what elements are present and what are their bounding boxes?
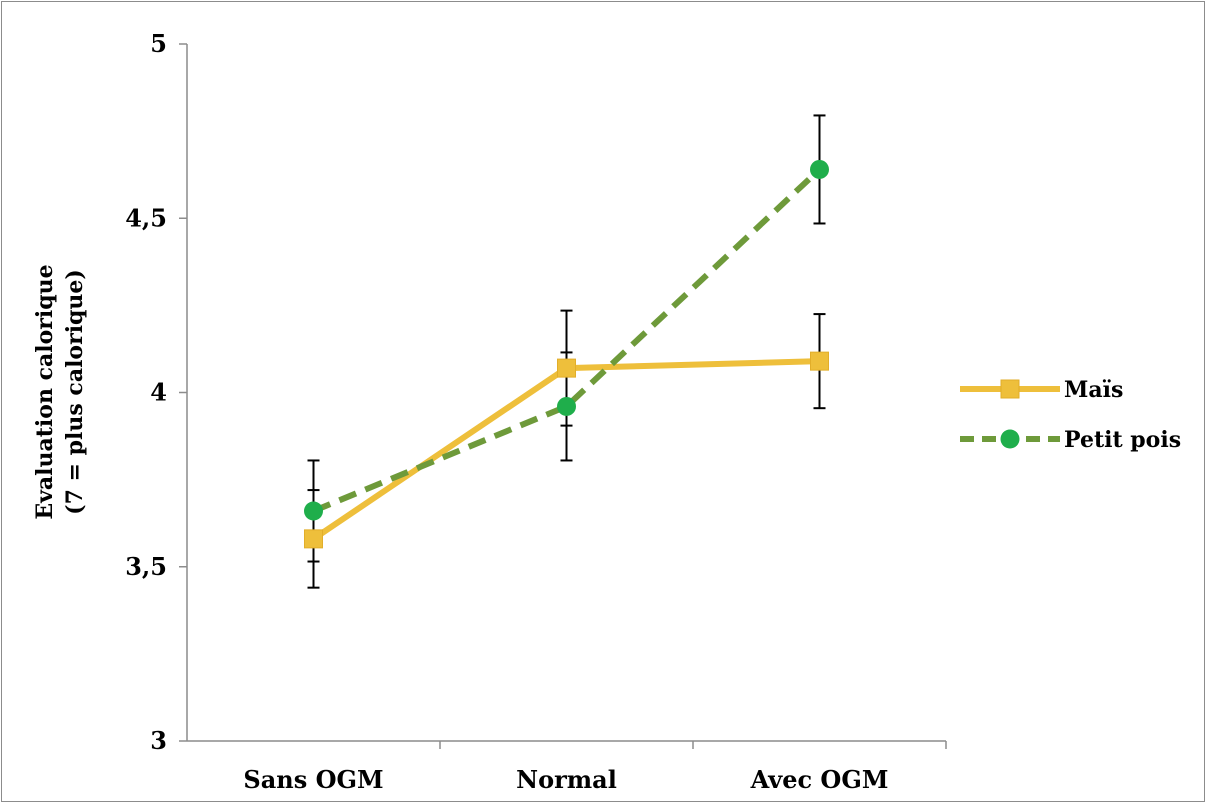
y-axis-title-line2: (7 = plus calorique) (62, 269, 88, 515)
y-tick-label: 3,5 (125, 552, 167, 581)
y-axis-title-line1: Evaluation calorique (32, 264, 58, 519)
markers-mais (304, 351, 829, 549)
y-ticks: 3 3,5 4 4,5 5 (125, 29, 187, 755)
legend-label: Maïs (1064, 377, 1123, 403)
data-point-square (304, 529, 323, 549)
legend-marker-circle (1000, 429, 1020, 449)
x-tick-label: Normal (516, 765, 617, 794)
series-petit-pois (312, 167, 822, 514)
y-tick-label: 4,5 (125, 203, 167, 232)
data-point-square (810, 351, 829, 371)
data-point-circle (304, 501, 323, 521)
legend: Maïs Petit pois (960, 377, 1181, 453)
legend-item-petit-pois: Petit pois (960, 427, 1181, 453)
y-tick-label: 3 (150, 726, 167, 755)
data-point-circle (557, 396, 576, 416)
legend-marker-square (1000, 379, 1020, 399)
legend-label: Petit pois (1064, 427, 1181, 453)
y-tick-label: 5 (150, 29, 167, 58)
data-point-circle (810, 159, 829, 179)
x-tick-label: Sans OGM (243, 765, 383, 794)
x-ticks: Sans OGM Normal Avec OGM (243, 741, 947, 794)
series-layer (304, 114, 829, 589)
series-line (312, 167, 822, 514)
x-tick-label: Avec OGM (750, 765, 889, 794)
legend-item-mais: Maïs (960, 377, 1123, 403)
data-point-square (557, 358, 576, 378)
y-tick-label: 4 (150, 378, 167, 407)
markers-petit-pois (304, 159, 829, 521)
